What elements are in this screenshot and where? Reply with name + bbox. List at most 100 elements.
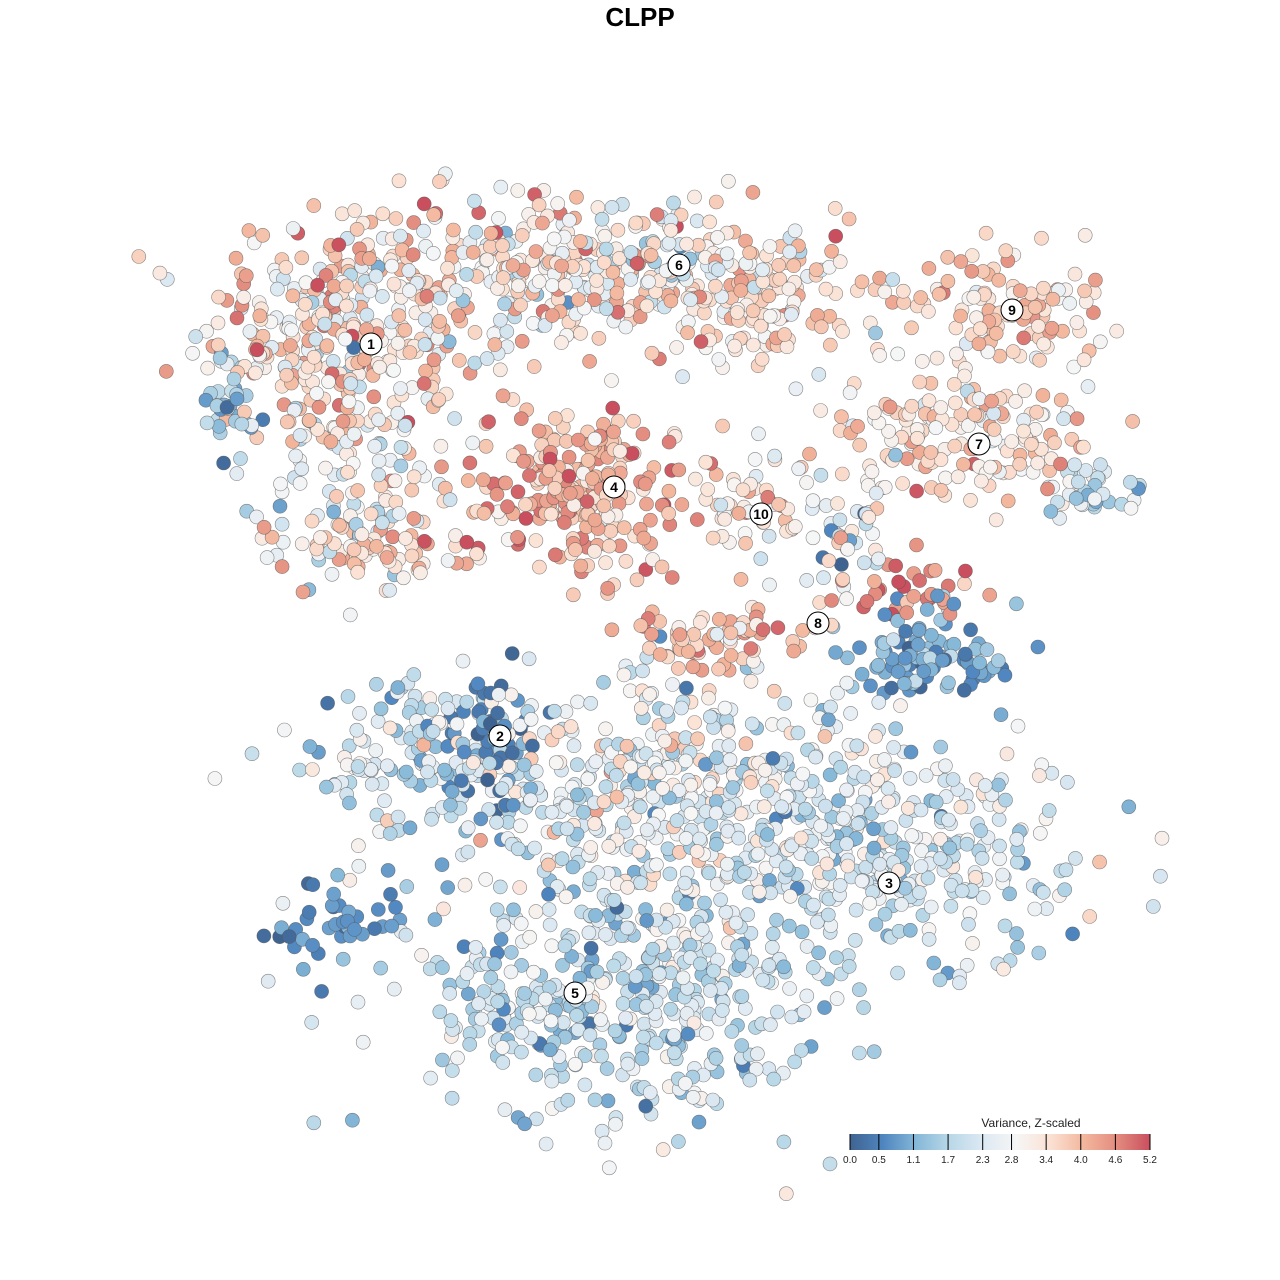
data-point <box>1088 272 1103 288</box>
data-point <box>829 991 845 1006</box>
data-point <box>722 752 738 768</box>
data-point <box>862 895 878 911</box>
data-point <box>708 805 724 821</box>
data-point <box>379 758 395 774</box>
data-point <box>398 927 414 943</box>
data-point <box>897 650 913 666</box>
data-point <box>957 576 972 592</box>
data-point <box>642 687 657 702</box>
data-point <box>397 418 413 433</box>
data-point <box>583 695 599 711</box>
data-point <box>526 359 542 374</box>
data-point <box>883 820 899 835</box>
data-point <box>1016 423 1031 439</box>
data-point <box>830 685 845 701</box>
data-point <box>283 338 298 353</box>
data-point <box>443 1013 459 1028</box>
data-point <box>547 703 562 719</box>
data-point <box>868 485 884 501</box>
data-point <box>891 574 906 590</box>
data-point <box>582 354 597 369</box>
data-point <box>510 841 526 857</box>
data-point <box>335 413 351 429</box>
data-point <box>952 975 967 991</box>
data-point <box>643 248 659 263</box>
data-point <box>828 228 844 244</box>
data-point <box>434 459 449 475</box>
data-point <box>850 816 866 832</box>
data-point <box>319 338 335 354</box>
data-point <box>866 405 882 421</box>
data-point <box>623 272 638 287</box>
data-point <box>374 289 390 304</box>
data-point <box>589 964 605 980</box>
data-point <box>872 270 887 286</box>
data-point <box>701 942 717 958</box>
data-point <box>680 1026 696 1042</box>
data-point <box>545 278 560 293</box>
data-point <box>301 904 317 920</box>
data-point <box>805 960 821 975</box>
data-point <box>832 254 848 270</box>
data-point <box>657 733 673 749</box>
data-point <box>662 866 678 882</box>
data-point <box>295 961 311 977</box>
data-point <box>639 998 654 1014</box>
data-point <box>819 856 835 872</box>
data-point <box>525 738 540 754</box>
data-point <box>306 198 322 213</box>
data-point <box>416 737 432 753</box>
data-point <box>371 467 387 483</box>
data-point <box>628 969 644 984</box>
data-point <box>914 843 929 858</box>
data-point <box>972 321 988 337</box>
data-point <box>302 739 318 754</box>
data-point <box>765 926 781 942</box>
data-point <box>782 244 798 260</box>
data-point <box>632 799 648 815</box>
data-point <box>821 712 836 728</box>
data-point <box>375 206 391 222</box>
data-point <box>391 506 407 521</box>
data-point <box>417 337 433 352</box>
data-point <box>501 758 517 774</box>
data-point <box>645 789 661 805</box>
data-point <box>425 724 441 739</box>
data-point <box>663 293 679 309</box>
data-point <box>393 381 408 396</box>
data-point <box>661 506 677 521</box>
data-point <box>737 865 752 880</box>
data-point <box>1068 851 1083 866</box>
data-point <box>651 765 667 781</box>
data-point <box>671 1134 686 1149</box>
data-point <box>1071 474 1086 490</box>
data-point <box>435 1052 450 1068</box>
data-point <box>369 676 384 692</box>
data-point <box>698 454 714 470</box>
data-point <box>854 873 870 889</box>
data-point <box>350 994 366 1010</box>
data-point <box>604 200 620 215</box>
data-point <box>702 709 718 725</box>
data-point <box>1066 359 1082 375</box>
data-point <box>570 432 586 448</box>
data-point <box>478 872 494 887</box>
data-point <box>559 798 575 814</box>
data-point <box>371 412 386 428</box>
data-point <box>753 551 769 567</box>
data-point <box>715 418 730 434</box>
data-point <box>1010 718 1026 734</box>
data-point <box>906 589 922 604</box>
data-point <box>890 965 905 981</box>
data-point <box>434 857 450 873</box>
data-point <box>990 653 1006 669</box>
data-point <box>778 1186 794 1201</box>
data-point <box>1040 481 1055 497</box>
data-point <box>1068 491 1084 506</box>
data-point <box>998 243 1014 258</box>
data-point <box>755 622 771 637</box>
data-point <box>928 420 944 436</box>
data-point <box>835 324 850 339</box>
data-point <box>738 535 753 551</box>
data-point <box>594 211 610 227</box>
